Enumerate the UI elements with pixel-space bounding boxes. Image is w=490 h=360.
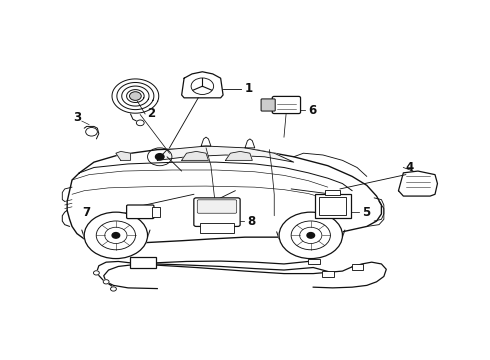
Polygon shape	[182, 72, 223, 98]
Text: 6: 6	[308, 104, 317, 117]
FancyBboxPatch shape	[322, 271, 334, 277]
Polygon shape	[157, 146, 294, 162]
Text: 8: 8	[247, 215, 256, 228]
Circle shape	[279, 212, 343, 258]
Circle shape	[111, 287, 116, 291]
Polygon shape	[225, 152, 252, 160]
Text: 5: 5	[362, 206, 370, 219]
FancyBboxPatch shape	[272, 96, 300, 113]
FancyBboxPatch shape	[319, 197, 346, 215]
FancyBboxPatch shape	[129, 257, 156, 268]
FancyBboxPatch shape	[325, 190, 341, 195]
Polygon shape	[67, 148, 381, 244]
Circle shape	[136, 120, 144, 126]
Text: 3: 3	[73, 111, 81, 124]
FancyBboxPatch shape	[126, 205, 154, 219]
FancyBboxPatch shape	[261, 99, 275, 111]
FancyBboxPatch shape	[352, 264, 364, 270]
FancyBboxPatch shape	[315, 194, 351, 218]
Circle shape	[155, 154, 164, 160]
Polygon shape	[116, 152, 130, 160]
Circle shape	[103, 280, 109, 284]
FancyBboxPatch shape	[197, 200, 237, 213]
Circle shape	[112, 233, 120, 238]
Circle shape	[94, 271, 99, 275]
Text: 7: 7	[82, 206, 90, 219]
Text: 2: 2	[147, 107, 156, 120]
Text: 1: 1	[245, 82, 253, 95]
FancyBboxPatch shape	[308, 258, 319, 264]
Circle shape	[84, 212, 147, 258]
Circle shape	[307, 233, 315, 238]
Circle shape	[129, 92, 141, 100]
FancyBboxPatch shape	[200, 223, 234, 233]
FancyBboxPatch shape	[194, 198, 240, 226]
Text: 9: 9	[99, 245, 107, 258]
FancyBboxPatch shape	[152, 207, 160, 217]
Polygon shape	[182, 152, 208, 160]
Text: 4: 4	[406, 161, 414, 174]
